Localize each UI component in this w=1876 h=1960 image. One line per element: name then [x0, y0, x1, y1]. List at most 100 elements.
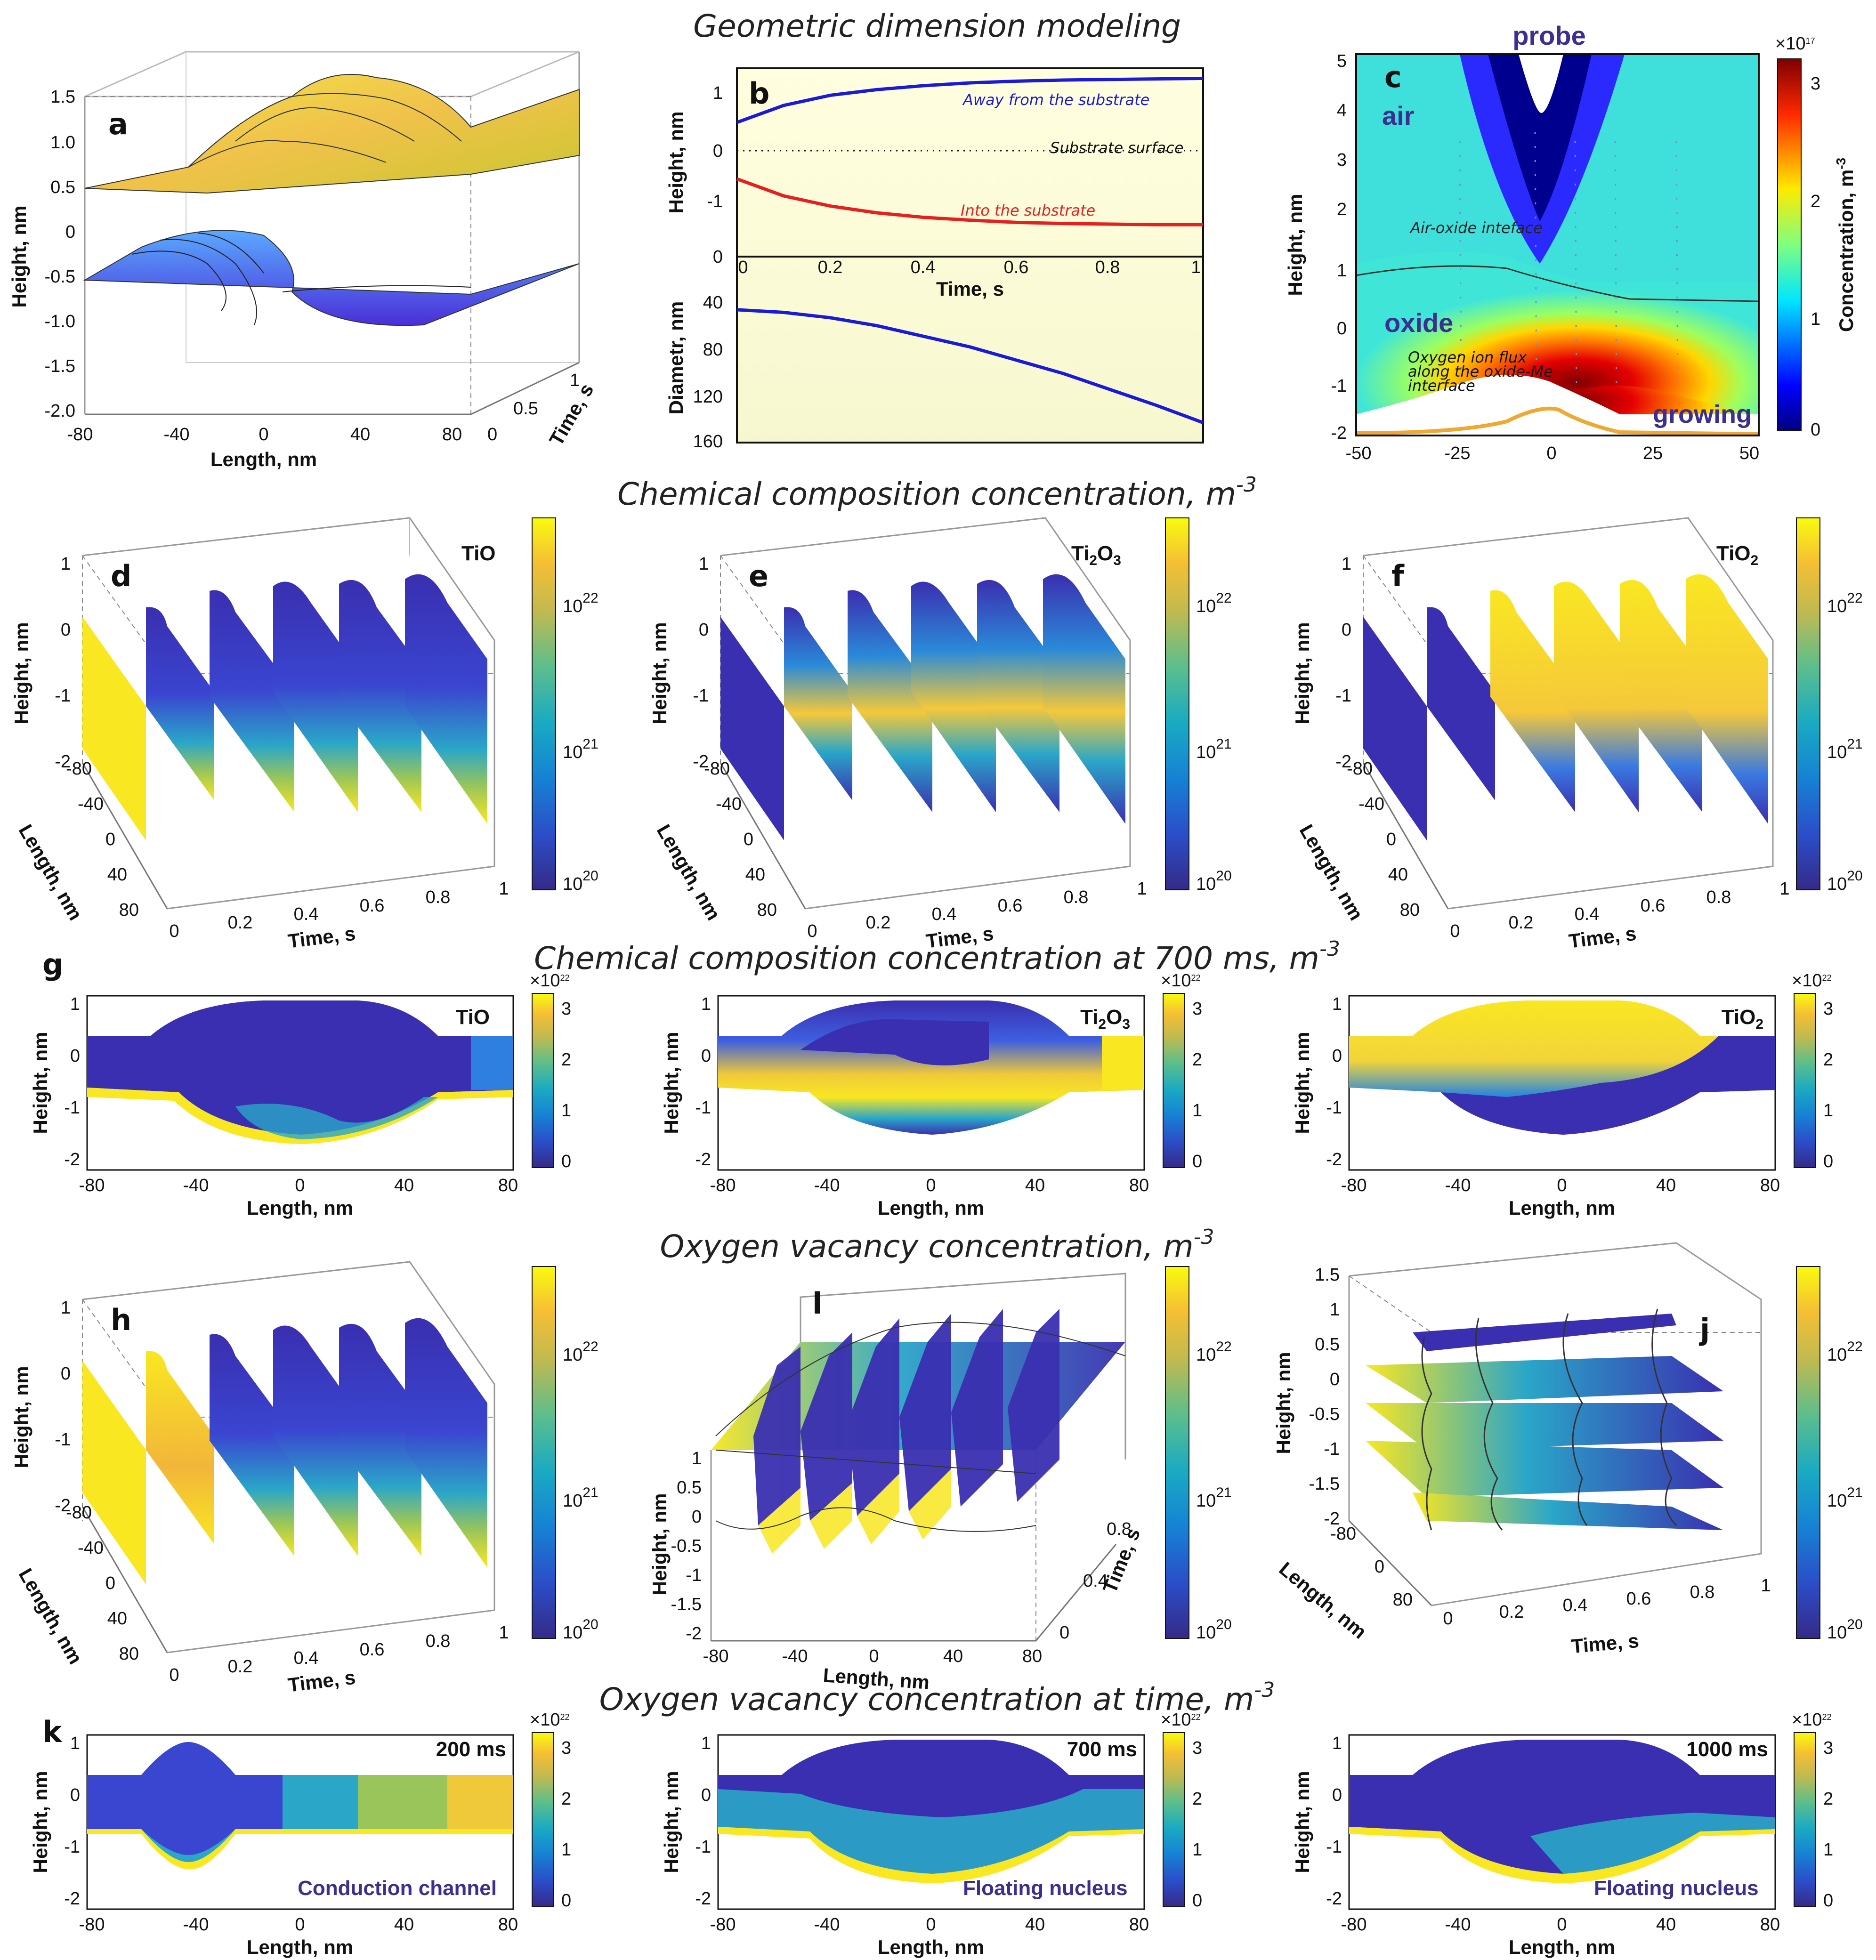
section-title-vacancy: Oxygen vacancy concentration, m-3 [660, 1225, 1214, 1265]
c-probe-label: probe [1512, 21, 1586, 50]
h-time-tick: 0.2 [228, 1657, 253, 1677]
g1-cb-tick: 0 [561, 1152, 571, 1171]
e-time-tick: 0.2 [866, 913, 891, 933]
g2-cb-tick: 3 [1192, 999, 1202, 1019]
j-height-tick: 1 [1330, 1300, 1340, 1320]
g1-height-tick: 1 [70, 994, 80, 1014]
f-length-tick: -80 [1347, 759, 1373, 779]
h-height-label: Height, nm [10, 1366, 32, 1468]
k-time-1: 200 ms [436, 1738, 506, 1761]
panel-d: d TiO [81, 517, 496, 910]
b-xtick: 0.2 [818, 258, 843, 277]
e-time-tick: 1 [1137, 879, 1147, 899]
a-xtick: -80 [67, 425, 93, 444]
panel-h: h [81, 1261, 495, 1653]
g3-height-tick: -2 [1326, 1150, 1342, 1170]
panel-letter-c: c [1384, 60, 1402, 94]
c-growing-label: growing [1653, 400, 1752, 428]
g1-cb-scale: ×1022 [530, 971, 570, 991]
k2-cb-tick: 1 [1192, 1840, 1202, 1860]
g1-length-tick: -40 [183, 1176, 209, 1195]
h-colorbar [532, 1266, 556, 1639]
b-series-group [736, 76, 1204, 424]
panel-letter-d: d [111, 559, 131, 593]
g2-length-tick: 40 [1025, 1176, 1045, 1195]
g1-length-tick: -80 [79, 1176, 105, 1195]
c-cb-tick: 0 [1811, 420, 1820, 440]
l-length-tick: 0 [869, 1646, 879, 1666]
l-height-tick: 0 [692, 1507, 702, 1527]
f-height-tick: 0 [1342, 620, 1351, 640]
f-time-tick: 0 [1450, 921, 1460, 941]
colorbar-log-tick: 1020 [1827, 868, 1863, 894]
g3-length-label: Length, nm [1509, 1197, 1615, 1219]
panel-letter-f: f [1391, 559, 1405, 593]
e-colorbar [1165, 517, 1189, 890]
a-xtick: 0 [259, 425, 268, 444]
k2-length-tick: 80 [1129, 1915, 1149, 1935]
k-note-1: Conduction channel [298, 1877, 497, 1900]
d-material: TiO [461, 542, 496, 565]
colorbar-log-tick: 1021 [1196, 736, 1232, 762]
colorbar-log-tick: 1020 [1196, 1617, 1232, 1643]
g1-colorbar [532, 993, 554, 1168]
f-length-label: Length, nm [1295, 821, 1368, 924]
f-time-tick: 0.6 [1641, 896, 1666, 916]
e-time-tick: 0.6 [998, 896, 1023, 916]
k-time-2: 700 ms [1067, 1738, 1137, 1761]
g-material-tio: TiO [455, 1006, 490, 1029]
e-length-tick: 0 [744, 830, 753, 849]
f-time-tick: 0.2 [1509, 913, 1534, 933]
k3-height-tick: -2 [1326, 1889, 1342, 1909]
g2-length-tick: 0 [926, 1176, 936, 1195]
b-ytick: 120 [693, 387, 723, 407]
colorbar-log-tick: 1022 [1196, 590, 1232, 616]
c-cb-tick: 1 [1811, 309, 1820, 329]
e-length-label: Length, nm [653, 821, 725, 924]
j-height-tick: 0.5 [1315, 1335, 1340, 1355]
colorbar-def [532, 517, 1820, 890]
g-ticks: 1 0 -1 -2 -80 -40 0 40 80 Length, nm Height, nm ×10… [29, 971, 1833, 1219]
b-xlabel: Time, s [936, 278, 1004, 300]
section-title-vacancy-time: Oxygen vacancy concentration at time, m-… [599, 1678, 1275, 1718]
b-surface-label: Substrate surface [1050, 139, 1184, 157]
panel-g: g TiO Ti2O3 TiO2 [42, 947, 1776, 1171]
g-material-ti2o3: Ti2O3 [1080, 1006, 1130, 1032]
d-length-tick: -80 [66, 759, 92, 779]
e-time-tick: 0 [807, 921, 817, 941]
a-ztick: 1.5 [50, 87, 75, 107]
d-time-tick: 1 [499, 879, 509, 899]
e-time-tick: 0.4 [932, 904, 957, 924]
l-length-tick: 80 [1022, 1646, 1042, 1666]
h-length-tick: 40 [107, 1609, 127, 1629]
d-time-tick: 0 [169, 921, 179, 941]
j-height-tick: 1.5 [1315, 1265, 1340, 1285]
panel-letter-k: k [42, 1715, 63, 1749]
section-title-chem-group: Chemical composition concentration, m-3 [617, 473, 1257, 512]
h-height-tick: 0 [61, 1364, 71, 1384]
b-diameter-line [736, 308, 1204, 424]
k1-length-tick: -40 [183, 1915, 209, 1935]
a-xtick: -40 [164, 425, 190, 444]
j-time-tick: 1 [1761, 1576, 1771, 1596]
h-height-tick: 1 [61, 1298, 71, 1318]
g3-length-tick: -80 [1341, 1176, 1367, 1195]
e-time-tick: 0.8 [1064, 887, 1089, 907]
c-xtick: 0 [1546, 444, 1556, 463]
l-height-tick: -1.5 [671, 1595, 702, 1614]
g3-colorbar [1794, 993, 1816, 1168]
b-ytick: 40 [703, 293, 723, 313]
d-time-tick: 0.2 [228, 913, 253, 933]
j-height-tick: -0.5 [1309, 1404, 1340, 1424]
a-ztick: 0 [65, 222, 75, 242]
c-xtick: -50 [1346, 444, 1372, 463]
f-length-tick: 80 [1400, 900, 1420, 920]
l-time-tick: 0 [1059, 1623, 1069, 1643]
b-ylabel-bottom: Diametr, nm [665, 301, 687, 414]
k3-cb-tick: 1 [1823, 1840, 1833, 1860]
c-ytick: 2 [1337, 200, 1347, 219]
l-length-tick: -40 [782, 1646, 808, 1666]
j-time-label: Time, s [1570, 1629, 1640, 1657]
k1-height-tick: 1 [70, 1734, 80, 1753]
b-series-line [736, 177, 1203, 226]
